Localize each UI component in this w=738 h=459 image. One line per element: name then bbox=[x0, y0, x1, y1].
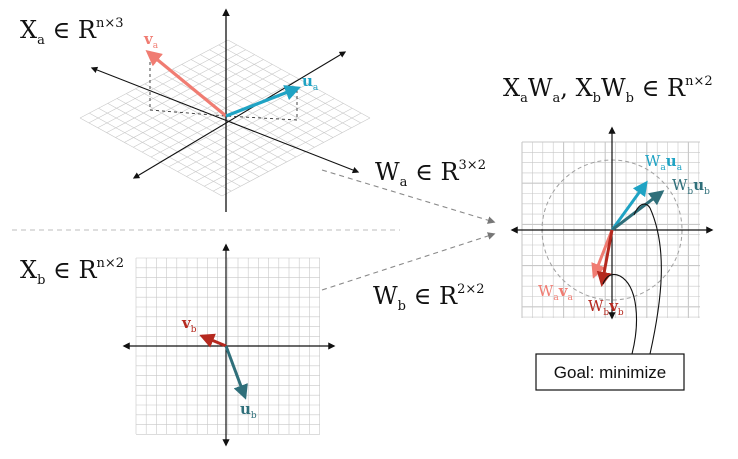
grid-line bbox=[221, 117, 371, 197]
label-xa: Xa ∈ Rn×3 bbox=[20, 16, 124, 48]
vector-wb-ub bbox=[611, 190, 665, 232]
label-right-title: XaWa, XbWb ∈ Rn×2 bbox=[503, 74, 713, 106]
vector-vb bbox=[199, 333, 227, 348]
goal-connector-lower bbox=[602, 273, 637, 355]
grid-line bbox=[150, 78, 300, 158]
vector-wb-vb bbox=[596, 229, 614, 287]
goal-label: Goal: minimize bbox=[554, 363, 666, 382]
bottom-left-panel: vb ub Xb ∈ Rn×2 bbox=[20, 243, 336, 447]
label-ub: ub bbox=[240, 400, 257, 421]
label-wa-ua: Waua bbox=[645, 152, 683, 173]
label-vb: vb bbox=[181, 314, 197, 335]
label-wb-vb: Wbvb bbox=[588, 297, 624, 318]
grid-line bbox=[212, 112, 362, 192]
top-left-panel: va ua Xa ∈ Rn×3 bbox=[20, 8, 371, 212]
projection-dashes-v bbox=[149, 62, 227, 117]
label-wa: Wa ∈ R3×2 bbox=[375, 158, 486, 190]
goal-connector-upper bbox=[633, 203, 662, 355]
grid-line bbox=[168, 88, 317, 168]
vector-ub bbox=[224, 345, 248, 400]
right-panel: XaWa, XbWb ∈ Rn×2 Waua Wbub Wava Wbvb Go… bbox=[503, 74, 714, 391]
label-va: va bbox=[143, 30, 159, 51]
vector-wa-ua bbox=[610, 180, 648, 231]
grid-line bbox=[159, 83, 309, 163]
axis-diagonal-2 bbox=[90, 66, 360, 174]
vector-wa-va bbox=[591, 229, 614, 279]
label-wb-ub: Wbub bbox=[672, 176, 710, 197]
connector-arrow-a bbox=[321, 169, 496, 224]
vector-ua bbox=[225, 85, 301, 118]
goal-box bbox=[535, 353, 685, 391]
grid-line bbox=[186, 98, 335, 177]
label-ua: ua bbox=[302, 72, 319, 93]
vector-va bbox=[145, 49, 228, 118]
label-wb: Wb ∈ R2×2 bbox=[373, 282, 485, 314]
projection-dashes-u bbox=[225, 90, 298, 121]
connector-arrow-b bbox=[321, 232, 496, 291]
label-xb: Xb ∈ Rn×2 bbox=[20, 256, 124, 288]
label-wa-va: Wava bbox=[538, 282, 574, 303]
